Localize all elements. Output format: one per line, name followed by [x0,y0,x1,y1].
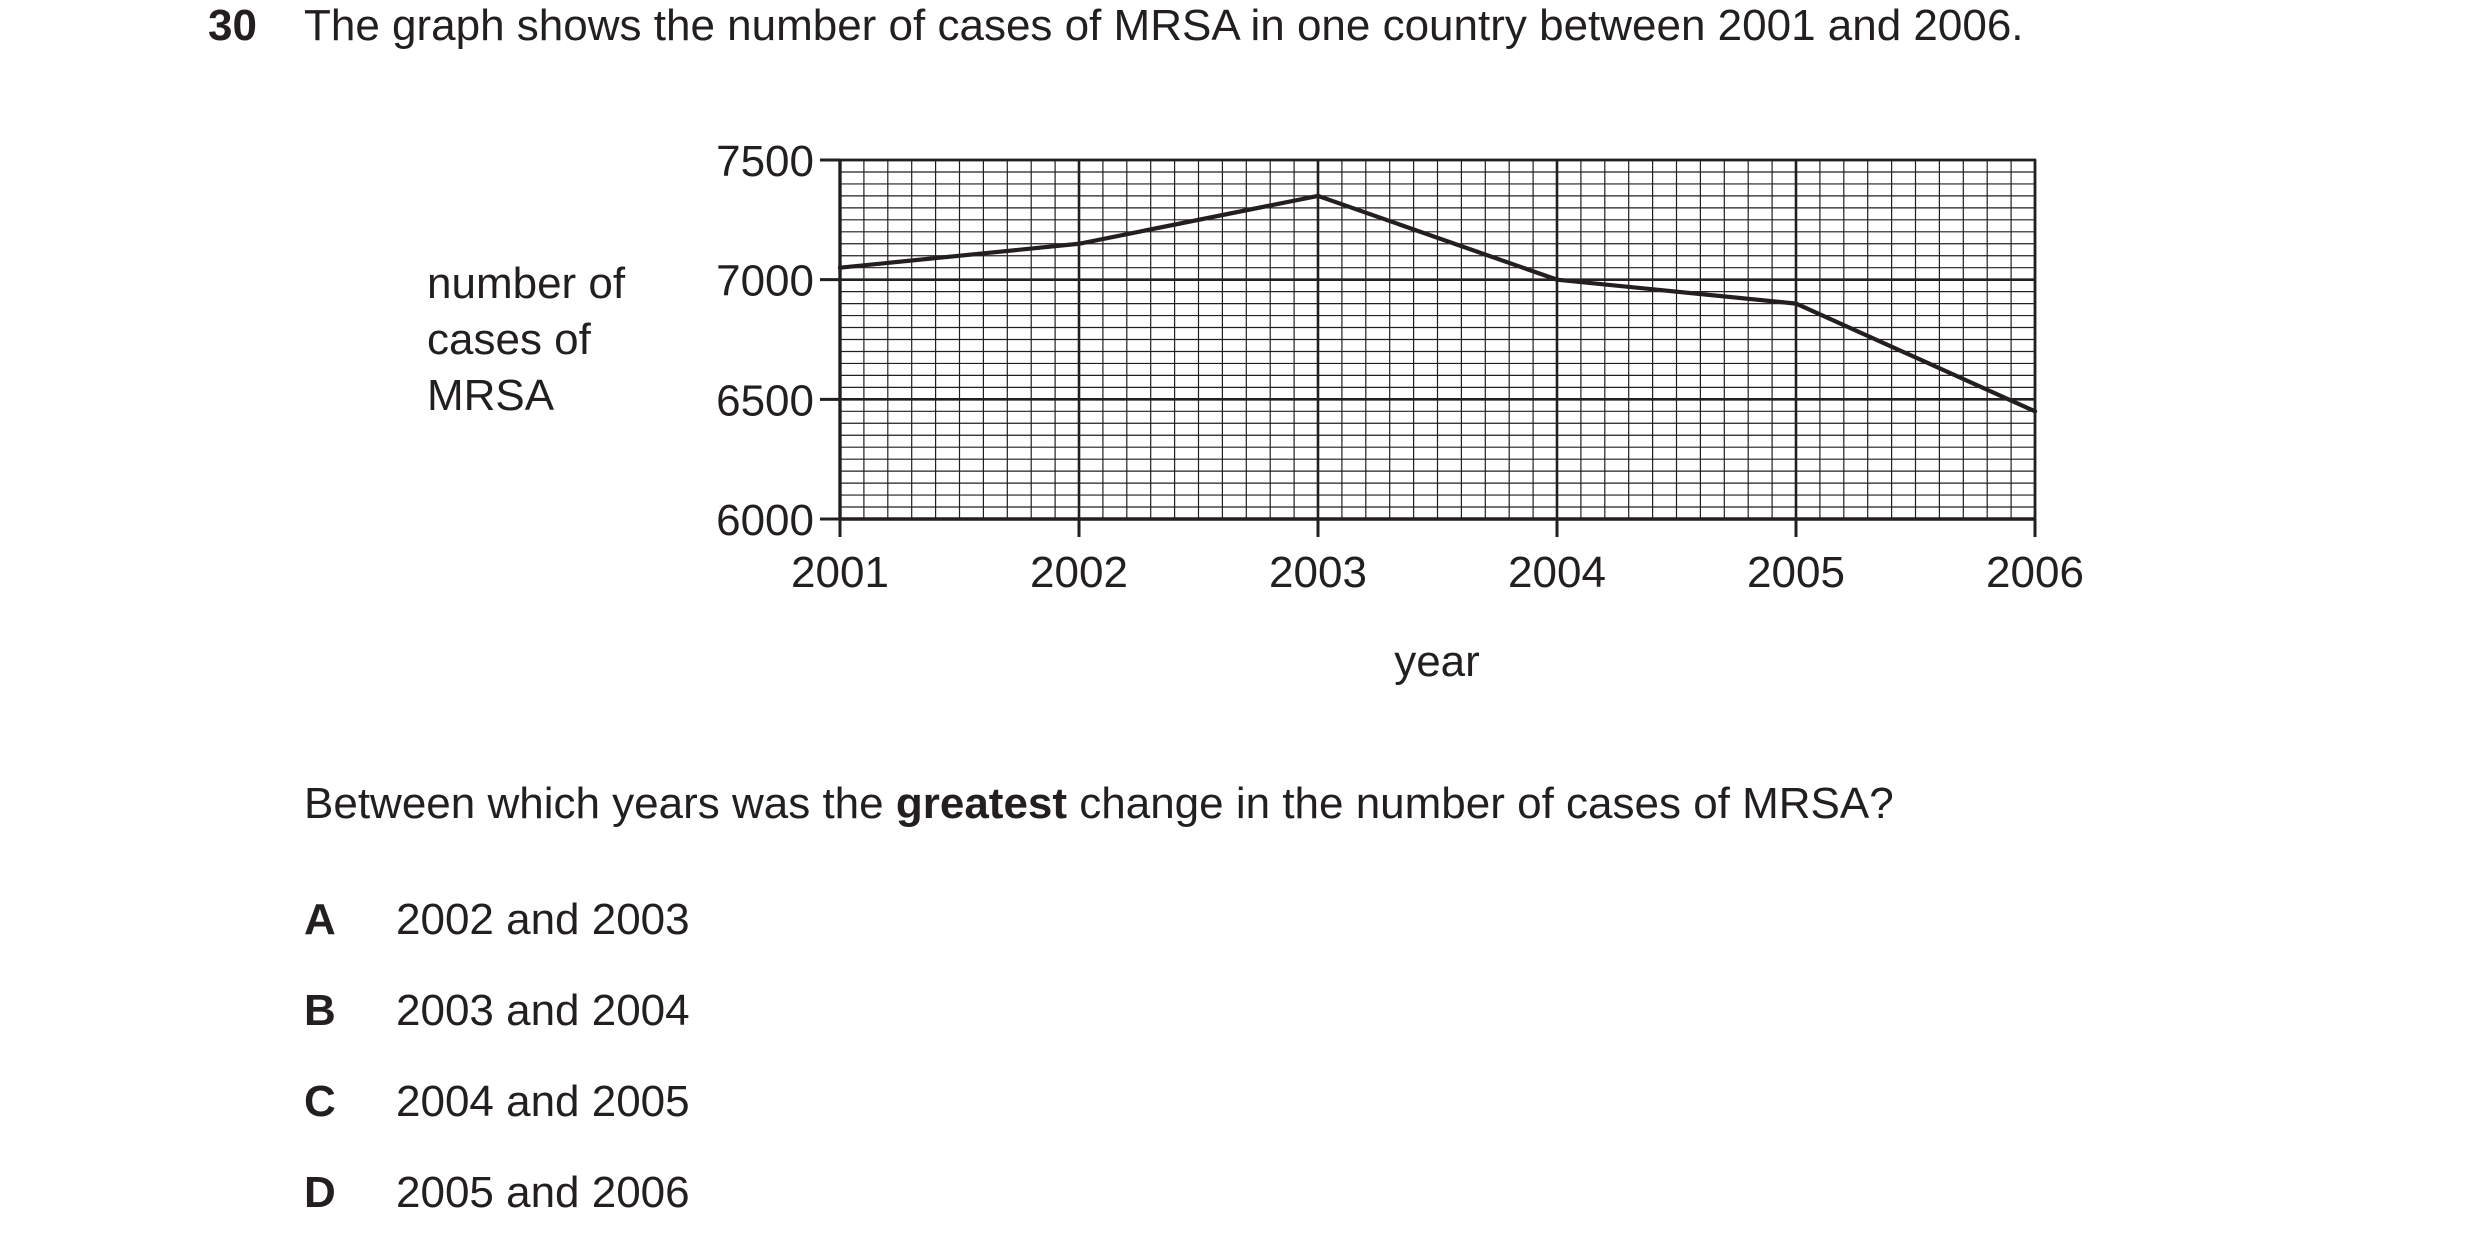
question-prompt: Between which years was the greatest cha… [304,776,1894,832]
data-point [1076,241,1082,246]
data-point [2032,409,2038,414]
data-point [1554,277,1560,282]
tick-labels: 6000 6500 7000 7500 2001 2002 2003 2004 2005 2006 [716,137,2084,597]
question-text: The graph shows the number of cases of M… [304,1,2024,50]
question-number: 30 [208,1,257,50]
option-letter: C [304,1077,336,1126]
option-d[interactable]: D 2005 and 2006 [304,1165,690,1221]
prompt-text-end: change in the number of cases of MRSA? [1067,779,1894,828]
option-letter: B [304,986,336,1035]
x-tick-label: 2006 [1986,548,2084,597]
minor-gridlines [839,159,2036,520]
data-point [837,265,843,270]
option-text: 2004 and 2005 [396,1077,690,1126]
axes [838,158,2037,521]
option-text: 2005 and 2006 [396,1168,690,1217]
data-point [1315,193,1321,199]
prompt-text-start: Between which years was the [304,779,896,828]
option-c[interactable]: C 2004 and 2005 [304,1074,690,1130]
y-axis-label: number of cases of MRSA [427,256,687,424]
y-tick-label: 7000 [716,257,814,306]
x-tick-label: 2003 [1269,548,1367,597]
x-axis-label: year [1394,637,1480,686]
data-series [837,193,2038,414]
data-point [1793,301,1799,306]
x-tick-label: 2002 [1030,548,1128,597]
y-tick-label: 6500 [716,376,814,425]
x-tick-label: 2001 [791,548,889,597]
y-axis-label-line: number of [427,259,626,308]
axis-ticks [820,158,2037,537]
option-letter: A [304,895,336,944]
option-text: 2003 and 2004 [396,986,690,1035]
option-letter: D [304,1168,336,1217]
option-a[interactable]: A 2002 and 2003 [304,892,690,948]
x-tick-label: 2005 [1747,548,1845,597]
y-axis-label-line: MRSA [427,371,555,420]
x-tick-label: 2004 [1508,548,1606,597]
series-line [839,193,2036,414]
prompt-emphasis: greatest [895,779,1068,828]
y-axis-label-line: cases of [427,315,591,364]
option-b[interactable]: B 2003 and 2004 [304,983,690,1039]
mrsa-line-chart: 6000 6500 7000 7500 2001 2002 2003 2004 2005 2006… [716,137,2084,686]
option-text: 2002 and 2003 [396,895,690,944]
y-tick-label: 7500 [716,137,814,186]
y-tick-label: 6000 [716,496,814,545]
